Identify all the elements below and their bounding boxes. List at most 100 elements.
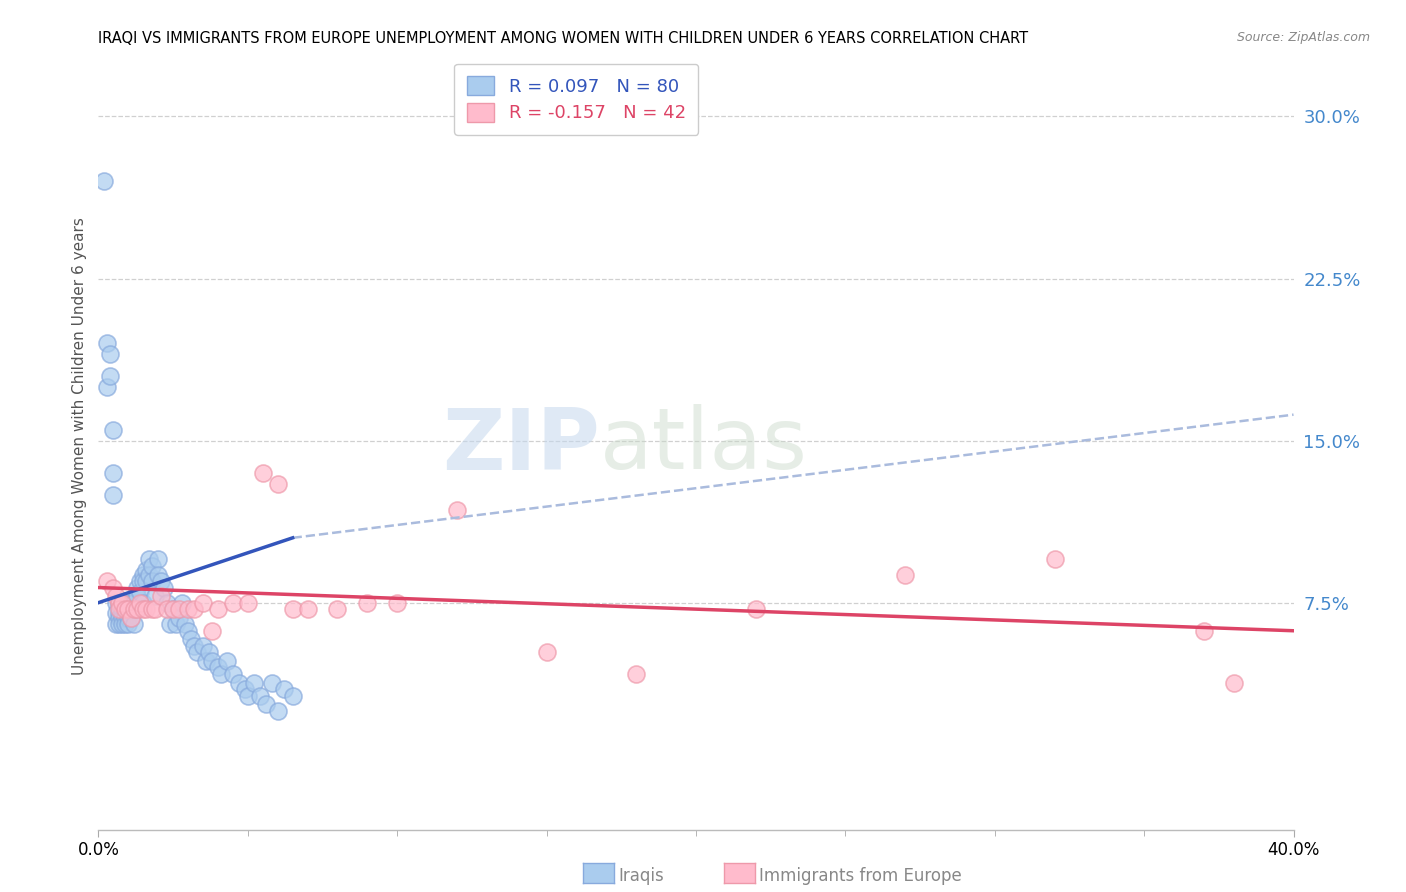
Point: [1192, 624, 1215, 638]
Point: [150, 574, 173, 588]
Point: [148, 552, 170, 566]
Point: [201, 624, 224, 638]
Point: [117, 596, 139, 610]
Point: [124, 596, 146, 610]
Point: [165, 617, 187, 632]
Point: [267, 704, 290, 718]
Point: [129, 585, 152, 599]
Y-axis label: Unemployment Among Women with Children Under 6 years: Unemployment Among Women with Children U…: [72, 217, 87, 675]
Point: [198, 645, 221, 659]
Point: [120, 596, 142, 610]
Point: [894, 567, 917, 582]
Point: [138, 567, 160, 582]
Point: [174, 617, 197, 632]
Point: [536, 645, 558, 659]
Point: [162, 602, 184, 616]
Point: [105, 596, 128, 610]
Point: [385, 596, 409, 610]
Point: [236, 689, 259, 703]
Point: [228, 675, 250, 690]
Point: [127, 602, 149, 616]
Text: ZIP: ZIP: [443, 404, 600, 488]
Point: [1043, 552, 1066, 566]
Point: [180, 632, 202, 647]
Point: [96, 574, 118, 588]
Point: [177, 624, 200, 638]
Point: [177, 602, 200, 616]
Point: [108, 596, 131, 610]
Point: [150, 589, 173, 603]
Point: [96, 379, 118, 393]
Point: [233, 682, 256, 697]
Point: [105, 607, 128, 621]
Point: [626, 667, 648, 681]
Point: [273, 682, 295, 697]
Point: [207, 660, 229, 674]
Point: [135, 602, 157, 616]
Point: [124, 602, 146, 616]
Point: [745, 602, 768, 616]
Point: [127, 602, 149, 616]
Point: [117, 602, 139, 616]
Point: [98, 347, 122, 361]
Point: [108, 602, 131, 616]
Point: [124, 617, 146, 632]
Point: [252, 466, 274, 480]
Point: [195, 654, 218, 668]
Point: [127, 589, 149, 603]
Point: [108, 611, 131, 625]
Point: [281, 602, 304, 616]
Point: [111, 611, 134, 625]
Point: [111, 596, 134, 610]
Point: [183, 602, 205, 616]
Point: [167, 602, 190, 616]
Point: [191, 639, 214, 653]
Point: [191, 596, 214, 610]
Point: [209, 667, 232, 681]
Point: [156, 596, 179, 610]
Legend: R = 0.097   N = 80, R = -0.157   N = 42: R = 0.097 N = 80, R = -0.157 N = 42: [454, 64, 699, 135]
Point: [98, 368, 122, 383]
Text: Immigrants from Europe: Immigrants from Europe: [759, 867, 962, 885]
Point: [114, 607, 136, 621]
Point: [141, 558, 163, 573]
Point: [114, 611, 136, 625]
Point: [267, 476, 290, 491]
Point: [243, 675, 266, 690]
Point: [103, 423, 125, 437]
Point: [117, 602, 139, 616]
Text: IRAQI VS IMMIGRANTS FROM EUROPE UNEMPLOYMENT AMONG WOMEN WITH CHILDREN UNDER 6 Y: IRAQI VS IMMIGRANTS FROM EUROPE UNEMPLOY…: [98, 31, 1029, 46]
Point: [222, 596, 245, 610]
Point: [143, 589, 166, 603]
Point: [356, 596, 378, 610]
Point: [1223, 675, 1246, 690]
Point: [111, 596, 134, 610]
Point: [222, 667, 245, 681]
Point: [132, 567, 155, 582]
Point: [159, 617, 181, 632]
Text: Source: ZipAtlas.com: Source: ZipAtlas.com: [1237, 31, 1371, 45]
Point: [132, 596, 155, 610]
Point: [207, 602, 229, 616]
Point: [127, 581, 149, 595]
Point: [132, 602, 155, 616]
Point: [167, 611, 190, 625]
Point: [108, 607, 131, 621]
Point: [96, 336, 118, 351]
Text: Iraqis: Iraqis: [619, 867, 665, 885]
Point: [183, 639, 205, 653]
Point: [114, 617, 136, 632]
Point: [156, 602, 179, 616]
Point: [141, 574, 163, 588]
Point: [129, 574, 152, 588]
Text: atlas: atlas: [600, 404, 808, 488]
Point: [120, 611, 142, 625]
Point: [135, 574, 157, 588]
Point: [141, 602, 163, 616]
Point: [143, 602, 166, 616]
Point: [120, 602, 142, 616]
Point: [108, 596, 131, 610]
Point: [148, 567, 170, 582]
Point: [120, 611, 142, 625]
Point: [103, 488, 125, 502]
